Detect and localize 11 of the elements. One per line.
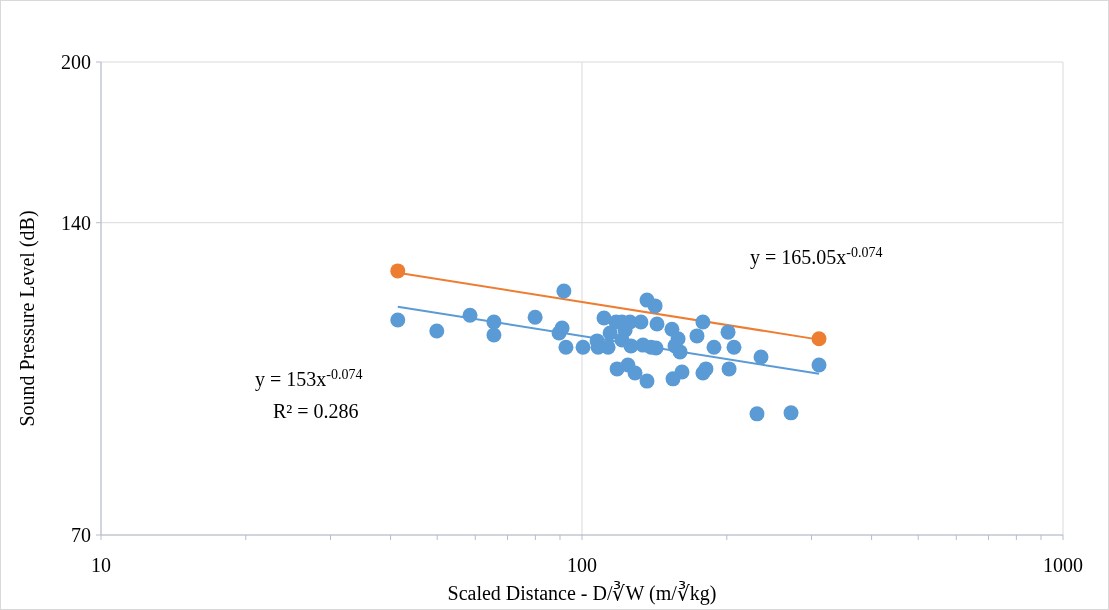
annotation: y = 165.05x$^{-0.074}$: [750, 244, 883, 269]
y-tick-label: 70: [71, 524, 91, 546]
x-tick-label: 100: [567, 554, 597, 576]
x-tick-label: 10: [91, 554, 111, 576]
y-tick-label: 140: [61, 211, 91, 234]
x-tick-label: 1000: [1043, 554, 1083, 576]
y-axis-title: Sound Pressure Level (dB): [16, 210, 39, 427]
y-tick-label: 200: [61, 51, 91, 73]
annotation: R² = 0.286: [273, 400, 359, 422]
annotation: y = 153x$^{-0.074}$: [255, 366, 363, 391]
x-axis-title: Scaled Distance - D/∛W (m/∛kg): [447, 581, 717, 605]
